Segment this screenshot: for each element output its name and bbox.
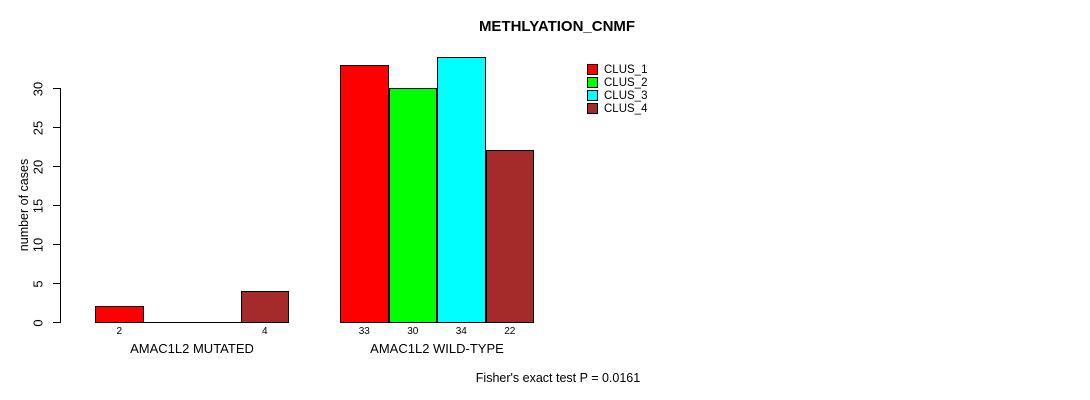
legend: CLUS_1 CLUS_2 CLUS_3 CLUS_4 (587, 63, 647, 115)
bar-clus_4 (240, 290, 289, 324)
y-tick (53, 166, 60, 168)
group-baseline (95, 322, 289, 324)
y-tick-label: 15 (30, 198, 46, 213)
bar-clus_1 (95, 306, 144, 324)
y-tick (53, 88, 60, 90)
y-axis-line (60, 88, 62, 324)
chart-title: METHLYATION_CNMF (478, 18, 636, 35)
y-tick-label: 0 (30, 319, 46, 327)
y-axis-label: number of cases (17, 158, 31, 252)
legend-row: CLUS_3 (587, 89, 647, 102)
legend-label: CLUS_1 (604, 63, 648, 76)
bar-clus_4 (485, 150, 534, 324)
y-tick-label: 5 (30, 280, 46, 288)
legend-swatch-icon (587, 103, 598, 114)
bar-value-label: 4 (261, 326, 268, 337)
y-tick (53, 322, 60, 324)
bar-value-label: 34 (455, 326, 467, 337)
bar-clus_1 (340, 64, 389, 324)
legend-row: CLUS_1 (587, 63, 647, 76)
legend-label: CLUS_2 (604, 76, 648, 89)
legend-row: CLUS_4 (587, 102, 647, 115)
bar-value-label: 22 (504, 326, 516, 337)
bar-value-label: 2 (116, 326, 123, 337)
bar-value-label: 33 (358, 326, 370, 337)
y-tick (53, 127, 60, 129)
y-tick-label: 20 (30, 159, 46, 174)
y-tick (53, 244, 60, 246)
bar-clus_2 (388, 88, 437, 324)
group-label: AMAC1L2 MUTATED (130, 341, 254, 356)
bar-clus_3 (437, 56, 486, 324)
legend-swatch-icon (587, 64, 598, 75)
y-tick-label: 30 (30, 81, 46, 96)
bar-value-label: 30 (407, 326, 419, 337)
y-tick-label: 10 (30, 237, 46, 252)
legend-swatch-icon (587, 77, 598, 88)
y-tick-label: 25 (30, 120, 46, 135)
legend-swatch-icon (587, 90, 598, 101)
y-tick (53, 205, 60, 207)
group-label: AMAC1L2 WILD-TYPE (370, 341, 504, 356)
annotation-text: Fisher's exact test P = 0.0161 (475, 371, 641, 385)
y-tick (53, 283, 60, 285)
legend-label: CLUS_4 (604, 102, 648, 115)
legend-label: CLUS_3 (604, 89, 648, 102)
legend-row: CLUS_2 (587, 76, 647, 89)
